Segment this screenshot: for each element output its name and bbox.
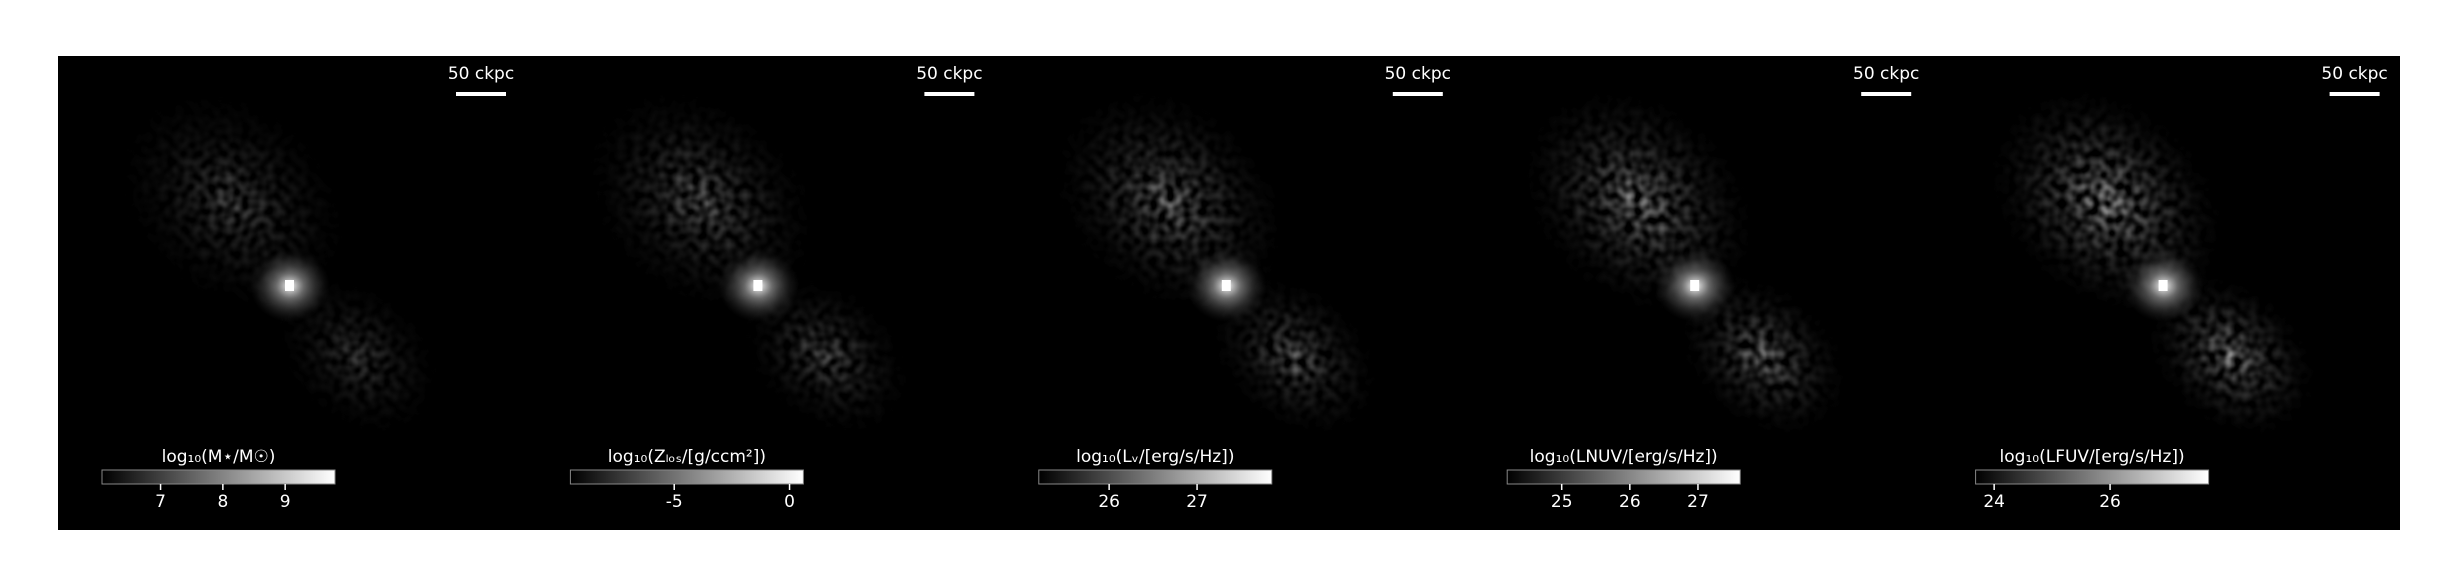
colorbar-tick-label: -5 bbox=[666, 492, 683, 512]
colorbar-label: log₁₀(Zₗₒₛ/[g/ccm²]) bbox=[608, 447, 766, 467]
scale-bar-label: 50 ckpc bbox=[916, 64, 982, 84]
colorbar-label: log₁₀(LFUV/[erg/s/Hz]) bbox=[2000, 447, 2185, 467]
colorbar bbox=[101, 469, 336, 485]
secondary-blob bbox=[272, 274, 444, 438]
core-pixel bbox=[2158, 280, 2168, 291]
secondary-blob bbox=[1677, 274, 1849, 438]
colorbar-label: log₁₀(M⋆/M☉) bbox=[162, 447, 276, 467]
colorbar bbox=[1506, 469, 1741, 485]
colorbar-label: log₁₀(Lᵥ/[erg/s/Hz]) bbox=[1076, 447, 1234, 467]
colorbar-tick-label: 26 bbox=[1098, 492, 1120, 512]
colorbar-tick-label: 26 bbox=[2099, 492, 2121, 512]
secondary-blob bbox=[1209, 274, 1381, 438]
colorbar-tick-label: 26 bbox=[1619, 492, 1641, 512]
secondary-blob bbox=[740, 274, 912, 438]
colorbar-tick-label: 27 bbox=[1186, 492, 1208, 512]
core-pixel bbox=[1690, 280, 1700, 291]
colorbar-tick-label: 0 bbox=[784, 492, 795, 512]
scale-bar-label: 50 ckpc bbox=[2321, 64, 2387, 84]
core-pixel bbox=[753, 280, 763, 291]
colorbar bbox=[1038, 469, 1273, 485]
colorbar bbox=[569, 469, 804, 485]
scale-bar-label: 50 ckpc bbox=[448, 64, 514, 84]
colorbar-tick-label: 27 bbox=[1687, 492, 1709, 512]
colorbar-tick-label: 25 bbox=[1551, 492, 1573, 512]
colorbar-tick-label: 9 bbox=[280, 492, 291, 512]
colorbar-tick-label: 7 bbox=[155, 492, 166, 512]
colorbar-tick-label: 8 bbox=[217, 492, 228, 512]
scale-bar-label: 50 ckpc bbox=[1853, 64, 1919, 84]
secondary-blob bbox=[2146, 274, 2318, 438]
colorbar-tick-label: 24 bbox=[1983, 492, 2005, 512]
scale-bar-label: 50 ckpc bbox=[1385, 64, 1451, 84]
colorbar bbox=[1975, 469, 2210, 485]
core-pixel bbox=[1221, 280, 1231, 291]
colorbar-label: log₁₀(LNUV/[erg/s/Hz]) bbox=[1530, 447, 1718, 467]
core-pixel bbox=[285, 280, 294, 291]
